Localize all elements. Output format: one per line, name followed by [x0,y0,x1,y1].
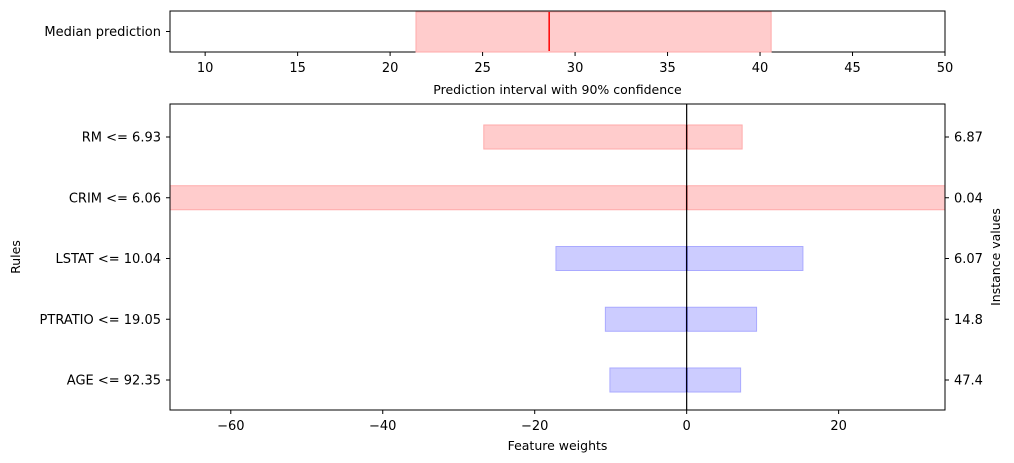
feature-weights-panel: −60 −40 −20 0 20 RM <= 6.93 CRIM <= 6.06 LSTAT… [8,103,1003,453]
feature-weights-plot-frame [169,103,946,411]
weight-interval-bar [169,185,946,211]
rule-label: CRIM <= 6.06 [69,191,161,206]
prediction-x-tick-label: 15 [289,61,306,76]
rule-label: AGE <= 92.35 [67,374,161,389]
prediction-x-tick-label: 45 [844,61,861,76]
rule-label: PTRATIO <= 19.05 [40,313,161,328]
feature-weights-x-axis: −60 −40 −20 0 20 [217,410,847,434]
weight-interval-bar [609,367,742,393]
instance-value-label: 14.8 [954,313,983,328]
prediction-x-axis: 10 15 20 25 30 35 40 45 50 [197,52,953,76]
prediction-x-tick-label: 20 [382,61,399,76]
instance-values-y-axis-label: Instance values [988,208,1003,306]
feature-weights-x-tick-label: 20 [830,419,847,434]
instance-value-label: 6.87 [954,131,983,146]
rules-y-axis-label: Rules [8,240,23,274]
weight-interval-bar [555,246,804,271]
prediction-x-tick-label: 10 [197,61,214,76]
feature-weights-x-tick-label: −60 [217,419,244,434]
rules-y-axis: RM <= 6.93 CRIM <= 6.06 LSTAT <= 10.04 PTRA… [40,131,170,389]
prediction-x-tick-label: 50 [937,61,954,76]
prediction-panel: 10 15 20 25 30 35 40 45 50 Median prediction Pre… [44,10,953,97]
median-prediction-label: Median prediction [44,25,161,40]
instance-value-label: 6.07 [954,252,983,267]
feature-weights-x-tick-label: 0 [683,419,691,434]
prediction-interval-bar [415,11,772,53]
weight-interval-bar [483,124,743,150]
feature-weights-x-tick-label: −20 [521,419,548,434]
prediction-x-tick-label: 35 [659,61,676,76]
prediction-x-tick-label: 40 [752,61,769,76]
instance-values-y-axis: 6.87 0.04 6.07 14.8 47.4 [945,131,983,389]
weight-interval-bar [604,306,758,332]
rule-label: RM <= 6.93 [82,131,161,146]
prediction-x-tick-label: 25 [474,61,491,76]
prediction-x-axis-label: Prediction interval with 90% confidence [433,82,682,97]
prediction-x-tick-label: 30 [567,61,584,76]
instance-value-label: 0.04 [954,191,983,206]
feature-weights-x-axis-label: Feature weights [508,438,608,453]
feature-weights-x-tick-label: −40 [369,419,396,434]
instance-value-label: 47.4 [954,374,983,389]
rule-label: LSTAT <= 10.04 [55,252,161,267]
prediction-y-axis: Median prediction [44,25,170,40]
